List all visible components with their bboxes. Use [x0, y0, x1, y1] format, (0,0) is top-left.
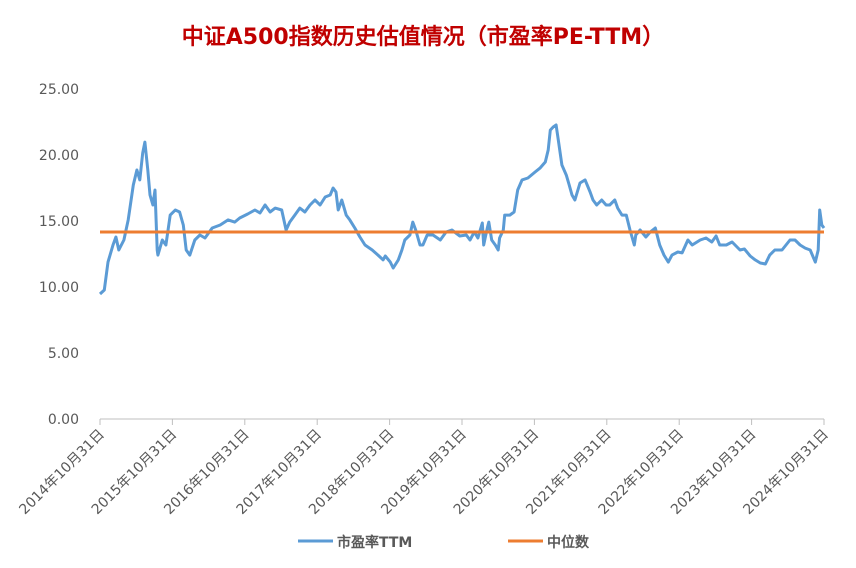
x-axis: 2014年10月31日2015年10月31日2016年10月31日2017年10…	[16, 418, 832, 518]
y-axis: 0.00 5.00 10.00 15.00 20.00 25.00	[39, 82, 79, 428]
y-tick-label: 25.00	[39, 82, 79, 98]
chart-title: 中证A500指数历史估值情况（市盈率PE-TTM）	[182, 24, 664, 50]
y-tick-label: 20.00	[39, 148, 79, 164]
legend: 市盈率TTM 中位数	[298, 534, 590, 551]
y-tick-label: 0.00	[48, 412, 79, 428]
pe-ttm-line	[98, 123, 826, 296]
y-tick-label: 5.00	[48, 346, 79, 362]
legend-label-median: 中位数	[547, 534, 590, 551]
series-group	[98, 123, 826, 296]
y-tick-label: 10.00	[39, 280, 79, 296]
legend-label-pe-ttm: 市盈率TTM	[337, 534, 412, 551]
legend-item-median[interactable]: 中位数	[508, 534, 590, 551]
legend-item-pe-ttm[interactable]: 市盈率TTM	[298, 534, 412, 551]
y-tick-label: 15.00	[39, 214, 79, 230]
